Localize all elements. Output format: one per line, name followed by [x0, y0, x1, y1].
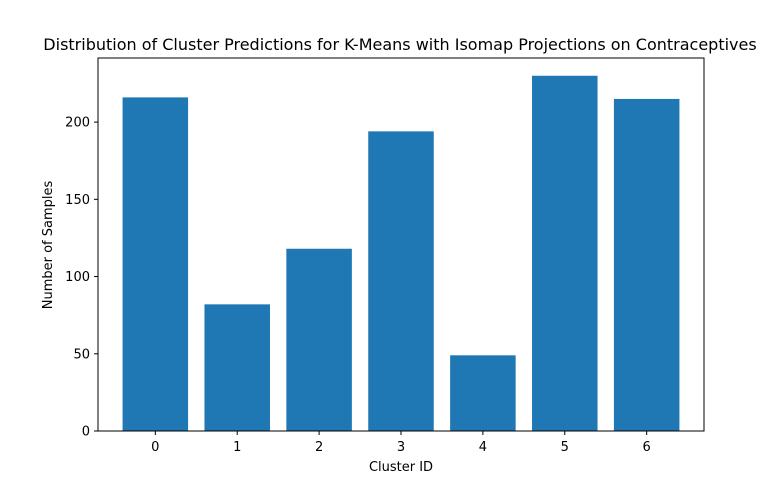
bar-cluster-2 — [286, 248, 352, 431]
x-axis-label: Cluster ID — [369, 460, 433, 475]
bar-cluster-0 — [122, 97, 189, 431]
x-tick-label: 2 — [315, 440, 323, 455]
bar-cluster-4 — [450, 355, 516, 431]
bars-group — [122, 75, 680, 432]
plot-frame — [97, 57, 705, 432]
bar-cluster-6 — [613, 98, 680, 432]
chart-title: Distribution of Cluster Predictions for … — [43, 35, 756, 54]
y-axis-ticks: 0 50 100 150 200 — [65, 116, 98, 440]
x-tick-label: 0 — [151, 440, 159, 455]
bar-cluster-3 — [368, 131, 434, 432]
bar-cluster-1 — [204, 304, 270, 431]
x-tick-label: 3 — [397, 440, 405, 455]
y-tick-label: 0 — [82, 425, 90, 440]
y-tick-label: 50 — [73, 347, 90, 362]
x-tick-label: 6 — [643, 440, 651, 455]
y-tick-label: 150 — [65, 193, 90, 208]
y-axis-label: Number of Samples — [41, 181, 56, 310]
y-tick-label: 100 — [65, 270, 90, 285]
y-tick-label: 200 — [65, 116, 90, 131]
x-tick-label: 1 — [233, 440, 241, 455]
bar-cluster-5 — [532, 75, 598, 431]
x-tick-label: 5 — [561, 440, 569, 455]
x-tick-label: 4 — [479, 440, 487, 455]
x-axis-ticks: 0 1 2 3 4 5 6 — [151, 431, 651, 455]
